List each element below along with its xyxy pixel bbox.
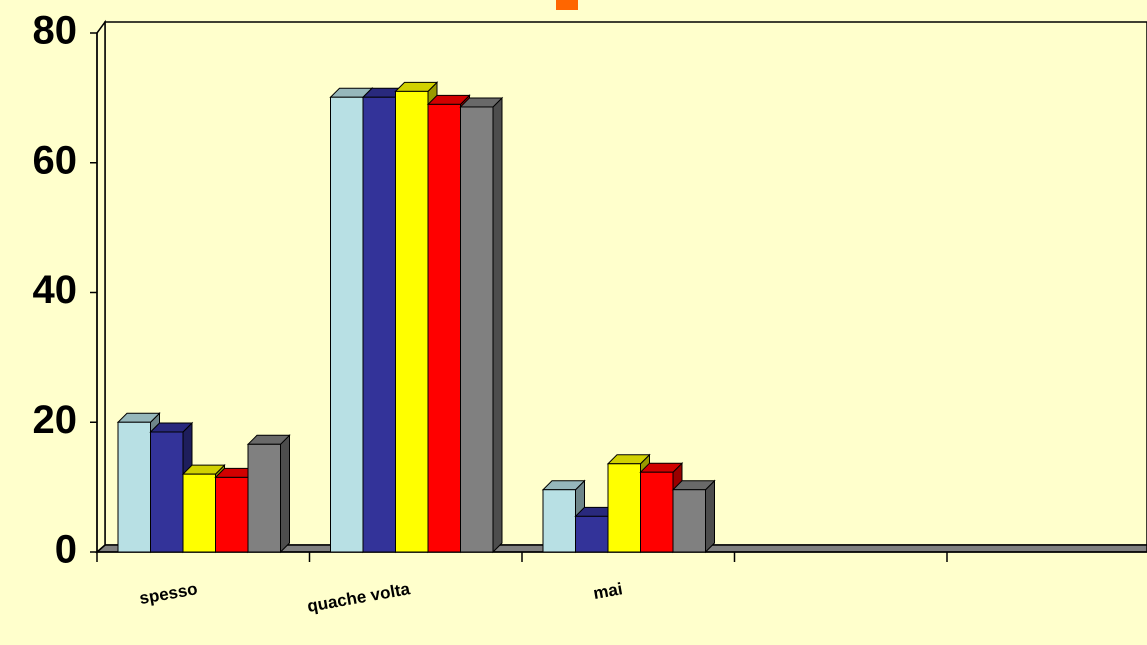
- bar-top-shade: [330, 88, 372, 98]
- bar-top-shade: [640, 463, 682, 473]
- y-tick-label: 80: [33, 9, 78, 53]
- y-tick-label: 20: [33, 398, 78, 442]
- title-fragment: [556, 0, 578, 10]
- bar: [427, 103, 461, 553]
- bar: [215, 476, 249, 553]
- side-wall: [96, 19, 106, 554]
- bar-side-shade: [280, 435, 290, 552]
- bar-top-shade: [673, 480, 715, 490]
- bar-top-shade: [183, 465, 225, 475]
- bar-top-shade: [215, 468, 257, 478]
- bar-top-shade: [150, 422, 192, 432]
- bar-side-shade: [705, 480, 715, 552]
- bar-top-shade: [608, 454, 650, 464]
- bar: [395, 90, 429, 553]
- bar: [640, 471, 674, 553]
- bar: [117, 421, 151, 553]
- bar: [460, 106, 494, 553]
- bar-top-shade: [575, 507, 617, 517]
- bar-top-shade: [460, 97, 502, 107]
- bar: [182, 473, 216, 553]
- bar: [672, 489, 706, 553]
- y-tick-label: 0: [55, 528, 77, 572]
- bar-top-shade: [363, 88, 405, 98]
- bar-top-shade: [395, 82, 437, 92]
- bar-top-shade: [543, 480, 585, 490]
- bar-top-shade: [428, 95, 470, 105]
- bar: [330, 96, 364, 553]
- bar: [575, 515, 609, 553]
- bar-side-shade: [493, 97, 502, 553]
- bar: [362, 96, 396, 553]
- bar-top-shade: [118, 413, 160, 423]
- bar: [607, 463, 641, 553]
- x-tick-label: mai: [592, 579, 624, 603]
- bar-top-shade: [248, 435, 290, 445]
- bar: [247, 443, 281, 553]
- bar: [150, 431, 184, 553]
- bar: [542, 489, 576, 553]
- y-tick-label: 40: [33, 268, 78, 312]
- y-tick-label: 60: [33, 138, 78, 182]
